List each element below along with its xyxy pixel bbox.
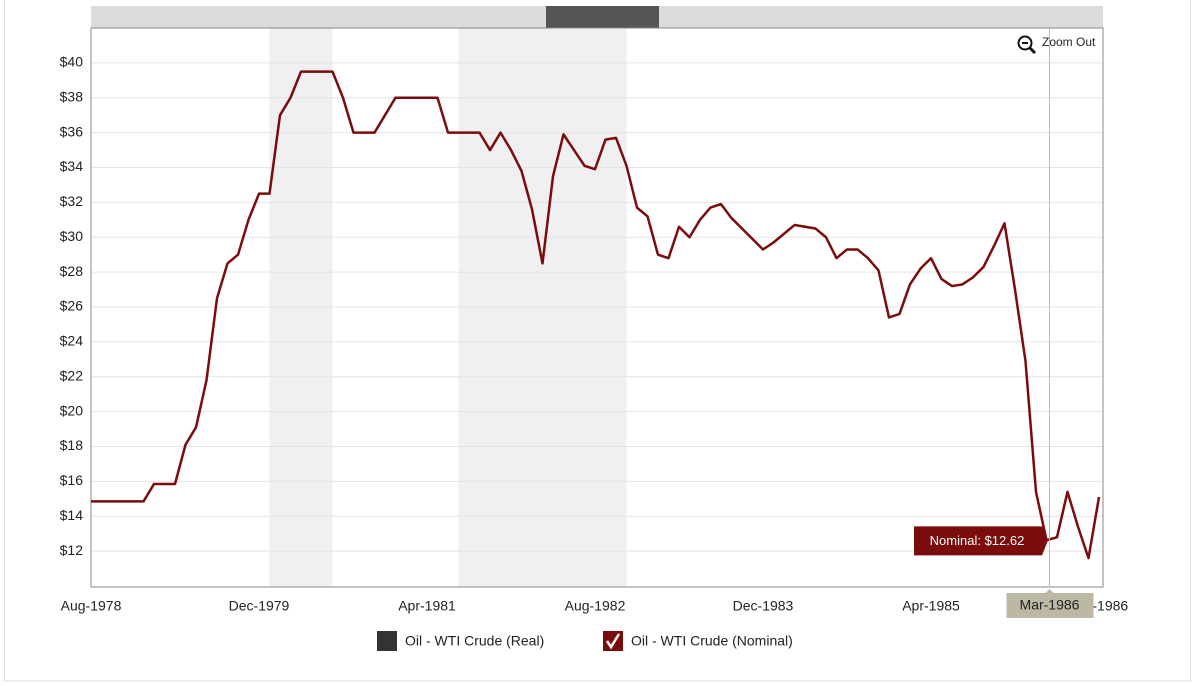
zoom-out-button[interactable]: Zoom Out <box>1017 35 1097 55</box>
y-tick-label: $30 <box>60 228 84 244</box>
y-tick-label: $32 <box>60 193 84 209</box>
legend: Oil - WTI Crude (Real) Oil - WTI Crude (… <box>377 631 793 651</box>
y-tick-label: $20 <box>60 402 84 418</box>
y-tick-label: $28 <box>60 263 84 279</box>
x-tick-label: Dec-1979 <box>229 598 290 614</box>
x-tick-label: Aug-1982 <box>565 598 626 614</box>
y-tick-label: $12 <box>60 542 84 558</box>
zoom-icon-handle <box>1028 46 1037 55</box>
zoom-out-label[interactable]: Zoom Out <box>1042 35 1096 49</box>
y-tick-label: $16 <box>60 472 84 488</box>
y-tick-label: $26 <box>60 298 84 314</box>
y-tick-label: $24 <box>60 333 84 349</box>
x-tick-label: Aug-1978 <box>61 598 122 614</box>
x-tick-label: Apr-1985 <box>902 598 960 614</box>
y-tick-label: $34 <box>60 158 84 174</box>
y-tick-label: $38 <box>60 88 84 104</box>
y-tick-label: $22 <box>60 367 84 383</box>
zoom-icon <box>1017 35 1033 51</box>
y-tick-label: $18 <box>60 437 84 453</box>
tooltip-box <box>914 526 1048 556</box>
tooltip-text: Nominal: $12.62 <box>930 533 1025 548</box>
crosshair-label-box <box>1006 589 1094 618</box>
legend-label[interactable]: Oil - WTI Crude (Nominal) <box>631 633 793 649</box>
x-tick-label: Dec-1983 <box>733 598 794 614</box>
legend-swatch[interactable] <box>603 631 623 651</box>
x-tick-label: Apr-1981 <box>398 598 456 614</box>
plot-border <box>90 27 1104 588</box>
crosshair-label: Mar-1986 <box>1020 597 1080 613</box>
legend-swatch[interactable] <box>377 631 397 651</box>
y-tick-label: $40 <box>60 54 84 70</box>
legend-label[interactable]: Oil - WTI Crude (Real) <box>405 633 544 649</box>
line-series <box>91 70 1101 560</box>
scrollbar-thumb[interactable] <box>546 6 659 28</box>
y-tick-label: $36 <box>60 123 84 139</box>
y-tick-label: $14 <box>60 507 84 523</box>
legend-check <box>605 633 621 650</box>
